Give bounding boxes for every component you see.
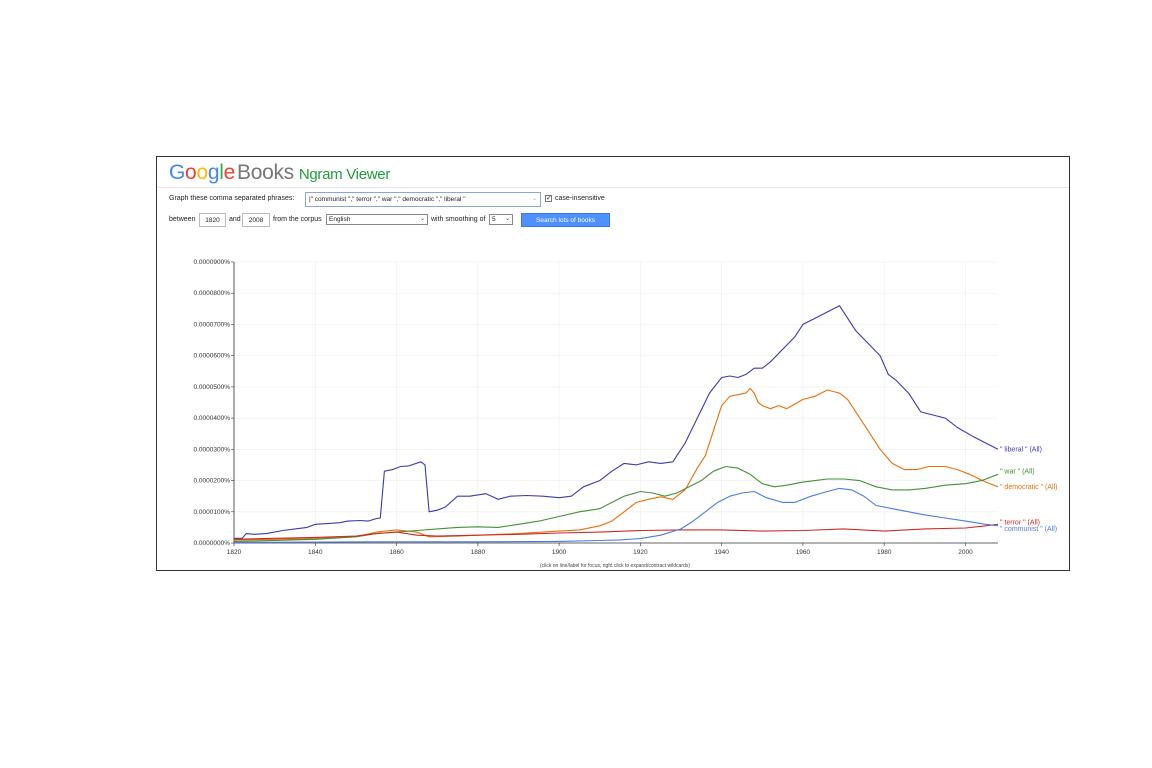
google-letter: l bbox=[219, 161, 224, 184]
series-label[interactable]: " terror " (All) bbox=[1000, 519, 1040, 526]
y-tick-label: 0.0000700% bbox=[193, 321, 230, 328]
between-label: between bbox=[169, 216, 196, 223]
series-label[interactable]: " communist " (All) bbox=[1000, 526, 1057, 533]
case-insensitive-checkbox[interactable]: ✓ bbox=[545, 195, 552, 202]
chart-lines bbox=[233, 305, 999, 543]
search-button[interactable]: Search lots of books bbox=[521, 213, 610, 227]
x-tick-label: 1820 bbox=[227, 549, 242, 556]
google-letter: e bbox=[223, 161, 236, 184]
chevron-down-icon: ⌄ bbox=[419, 216, 425, 222]
chart-axes: 0.0000000% 0.0000100% 0.0000200% 0.0000300%… bbox=[193, 259, 998, 556]
x-tick-label: 1980 bbox=[877, 549, 892, 556]
x-tick-label: 1940 bbox=[714, 549, 729, 556]
y-tick-label: 0.0000300% bbox=[193, 446, 230, 453]
series-line[interactable] bbox=[233, 523, 999, 540]
y-tick-label: 0.0000500% bbox=[193, 384, 230, 391]
series-line[interactable] bbox=[233, 387, 999, 541]
y-tick-label: 0.0000900% bbox=[193, 259, 230, 266]
smoothing-label: with smoothing of bbox=[431, 216, 486, 223]
chevron-down-icon: ⌄ bbox=[531, 196, 537, 202]
phrases-label: Graph these comma separated phrases: bbox=[169, 195, 295, 202]
y-tick-label: 0.0000200% bbox=[193, 478, 230, 485]
x-tick-label: 1840 bbox=[308, 549, 323, 556]
google-letter: o bbox=[185, 161, 197, 184]
start-year-input[interactable]: 1820 bbox=[199, 213, 226, 227]
y-tick-label: 0.0000800% bbox=[193, 290, 230, 297]
and-label: and bbox=[229, 216, 241, 223]
x-tick-label: 1960 bbox=[796, 549, 811, 556]
case-insensitive-label: case-insensitive bbox=[555, 195, 605, 202]
x-tick-label: 1900 bbox=[552, 549, 567, 556]
y-tick-label: 0.0000100% bbox=[193, 509, 230, 516]
x-tick-label: 2000 bbox=[958, 549, 973, 556]
series-label[interactable]: " democratic " (All) bbox=[1000, 484, 1057, 491]
google-books-logo: GoogleBooks Ngram Viewer bbox=[169, 161, 390, 185]
series-line[interactable] bbox=[233, 465, 999, 542]
google-wordmark: Google bbox=[169, 161, 235, 184]
series-line[interactable] bbox=[233, 487, 999, 543]
x-tick-label: 1880 bbox=[471, 549, 486, 556]
smoothing-select[interactable]: 5 ⌄ bbox=[489, 214, 513, 225]
corpus-select[interactable]: English ⌄ bbox=[326, 214, 428, 225]
y-tick-label: 0.0000000% bbox=[193, 540, 230, 547]
end-year-input[interactable]: 2008 bbox=[242, 213, 270, 227]
books-wordmark: Books bbox=[236, 161, 294, 184]
x-tick-label: 1860 bbox=[389, 549, 404, 556]
chart-footnote: (click on line/label for focus, right cl… bbox=[540, 563, 690, 569]
ngram-chart: 0.0000000% 0.0000100% 0.0000200% 0.0000300%… bbox=[193, 259, 1057, 569]
series-label[interactable]: " war " (All) bbox=[1000, 468, 1035, 475]
phrases-value: |" communist "," terror "," war "," demo… bbox=[309, 196, 466, 203]
app-title: Ngram Viewer bbox=[298, 166, 391, 183]
chart-series-labels: " liberal " (All) " democratic " (All) " w… bbox=[1000, 446, 1057, 532]
ngram-viewer-panel: GoogleBooks Ngram Viewer Graph these comm… bbox=[156, 156, 1070, 571]
series-line[interactable] bbox=[234, 305, 999, 539]
google-letter: g bbox=[207, 161, 220, 184]
smoothing-value: 5 bbox=[492, 216, 496, 223]
y-tick-label: 0.0000600% bbox=[193, 353, 230, 360]
x-tick-label: 1920 bbox=[633, 549, 648, 556]
google-letter: o bbox=[196, 161, 208, 184]
series-label[interactable]: " liberal " (All) bbox=[1000, 446, 1042, 453]
corpus-label: from the corpus bbox=[273, 216, 322, 223]
phrases-input[interactable]: |" communist "," terror "," war "," demo… bbox=[305, 192, 541, 207]
google-letter: G bbox=[169, 161, 186, 184]
y-tick-label: 0.0000400% bbox=[193, 415, 230, 422]
header-divider bbox=[157, 187, 1069, 188]
corpus-value: English bbox=[329, 216, 351, 223]
chevron-down-icon: ⌄ bbox=[504, 216, 510, 222]
